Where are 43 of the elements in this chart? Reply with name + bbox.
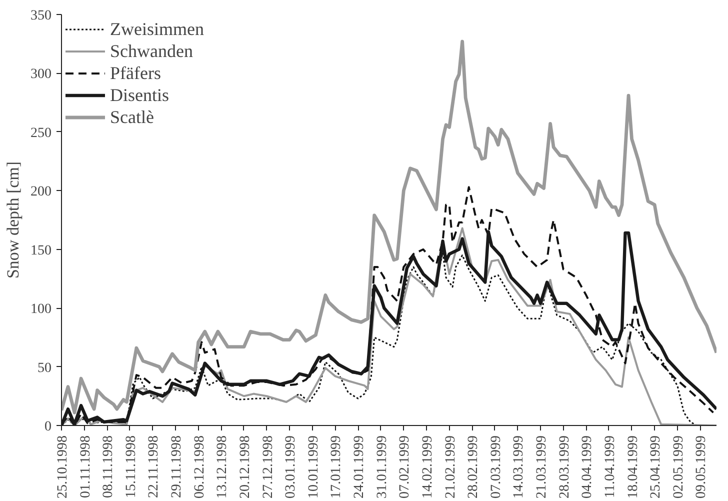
x-tick-label: 20.12.1998 bbox=[238, 436, 253, 498]
x-tick-label: 28.03.1999 bbox=[557, 436, 572, 498]
y-tick-label: 50 bbox=[38, 360, 52, 376]
x-tick-label: 03.01.1999 bbox=[284, 436, 299, 498]
y-axis-title: Snow depth [cm] bbox=[4, 161, 22, 279]
x-tick-label: 25.04.1999 bbox=[648, 436, 664, 498]
legend-label: Disentis bbox=[110, 84, 170, 106]
y-tick-label: 350 bbox=[30, 8, 52, 24]
y-tick-label: 100 bbox=[30, 302, 52, 318]
x-tick-label: 24.01.1999 bbox=[352, 436, 368, 498]
x-tick-label: 09.05.1999 bbox=[694, 436, 710, 498]
x-tick-label: 07.03.1999 bbox=[488, 436, 504, 498]
x-tick-label: 27.12.1998 bbox=[260, 436, 276, 498]
x-tick-label: 10.01.1999 bbox=[306, 436, 322, 498]
x-tick-label: 11.04.1999 bbox=[602, 435, 618, 498]
y-tick-label: 200 bbox=[30, 184, 52, 200]
x-tick-label: 01.11.1998 bbox=[78, 435, 94, 498]
y-tick-label: 0 bbox=[44, 420, 52, 434]
x-tick-label: 02.05.1999 bbox=[671, 436, 686, 498]
x-tick-label: 14.02.1999 bbox=[420, 436, 436, 498]
legend-label: Zweisimmen bbox=[110, 18, 204, 40]
x-tick-label: 21.02.1999 bbox=[443, 436, 458, 498]
x-tick-label: 06.12.1998 bbox=[192, 436, 208, 498]
x-tick-label: 18.04.1999 bbox=[626, 436, 641, 498]
x-tick-label: 29.11.1998 bbox=[170, 435, 185, 498]
x-tick-label: 15.11.1998 bbox=[124, 435, 139, 498]
x-tick-label: 25.10.1998 bbox=[56, 436, 70, 498]
x-tick-label: 14.03.1999 bbox=[512, 436, 527, 498]
x-tick-label: 13.12.1998 bbox=[215, 436, 230, 498]
y-tick-label: 150 bbox=[30, 243, 52, 258]
legend-label: Pfäfers bbox=[110, 62, 161, 84]
x-tick-label: 21.03.1999 bbox=[534, 436, 550, 498]
legend-label: Schwanden bbox=[110, 40, 193, 62]
y-tick-label: 250 bbox=[30, 126, 52, 141]
x-tick-label: 22.11.1998 bbox=[146, 435, 162, 498]
x-tick-label: 08.11.1998 bbox=[101, 435, 116, 498]
y-tick-label: 300 bbox=[30, 67, 52, 82]
legend-label: Scatlè bbox=[110, 106, 154, 128]
x-tick-label: 17.01.1999 bbox=[329, 436, 344, 498]
x-tick-label: 07.02.1999 bbox=[398, 436, 413, 498]
x-tick-label: 31.01.1999 bbox=[374, 436, 390, 498]
x-tick-label: 04.04.1999 bbox=[580, 436, 596, 498]
x-tick-label: 28.02.1999 bbox=[466, 436, 482, 498]
